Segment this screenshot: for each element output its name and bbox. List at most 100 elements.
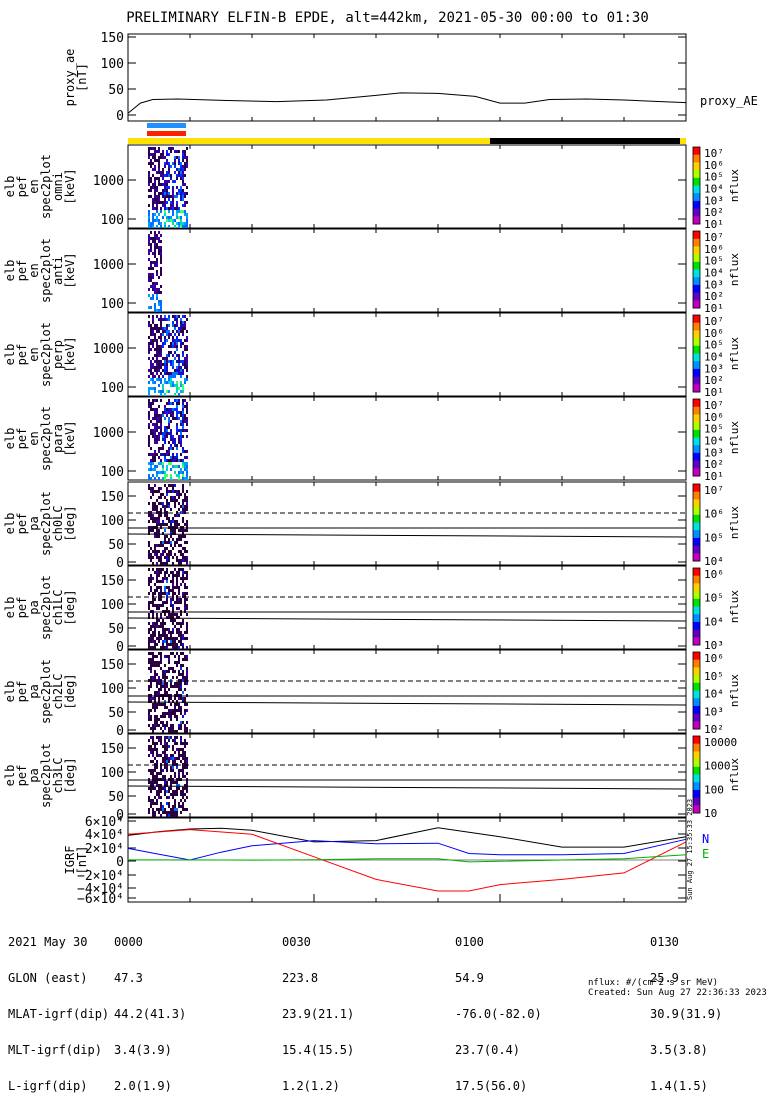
- spectrogram-cell: [158, 700, 160, 703]
- spectrogram-cell: [184, 225, 186, 228]
- spectrogram-cell: [162, 369, 164, 372]
- spectrogram-cell: [182, 321, 184, 324]
- spectrogram-cell: [160, 300, 162, 303]
- spectrogram-cell: [150, 153, 152, 156]
- spectrogram-cell: [172, 363, 174, 366]
- spectrogram-cell: [148, 601, 150, 604]
- y-axis-label: pef: [15, 765, 29, 787]
- spectrogram-cell: [172, 222, 174, 225]
- spectrogram-cell: [160, 252, 162, 255]
- spectrogram-cell: [158, 426, 160, 429]
- spectrogram-cell: [166, 195, 168, 198]
- spectrogram-cell: [186, 405, 188, 408]
- spectrogram-cell: [176, 210, 178, 213]
- spectrogram-cell: [148, 643, 150, 646]
- spectrogram-cell: [152, 156, 154, 159]
- spectrogram-cell: [162, 174, 164, 177]
- spectrogram-cell: [158, 571, 160, 574]
- spectrogram-cell: [158, 604, 160, 607]
- spectrogram-cell: [156, 207, 158, 210]
- spectrogram-cell: [156, 655, 158, 658]
- spectrogram-cell: [186, 357, 188, 360]
- spectrogram-cell: [184, 156, 186, 159]
- spectrogram-cell: [164, 204, 166, 207]
- spectrogram-cell: [176, 664, 178, 667]
- spectrogram-cell: [176, 736, 178, 739]
- spectrogram-cell: [186, 186, 188, 189]
- spectrogram-cell: [176, 222, 178, 225]
- igrf-legend-e: E: [702, 847, 709, 861]
- spectrogram-cell: [176, 793, 178, 796]
- spectrogram-cell: [160, 703, 162, 706]
- spectrogram-cell: [170, 372, 172, 375]
- spectrogram-cell: [166, 586, 168, 589]
- spectrogram-cell: [164, 315, 166, 318]
- spectrogram-cell: [184, 210, 186, 213]
- igrf-legend-n: N: [702, 832, 709, 846]
- spectrogram-cell: [148, 520, 150, 523]
- spectrogram-cell: [162, 153, 164, 156]
- spectrogram-cell: [168, 462, 170, 465]
- spectrogram-cell: [158, 703, 160, 706]
- spectrogram-cell: [158, 432, 160, 435]
- spectrogram-cell: [174, 736, 176, 739]
- spectrogram-cell: [154, 168, 156, 171]
- spectrogram-cell: [160, 544, 162, 547]
- spectrogram-cell: [156, 270, 158, 273]
- spectrogram-cell: [152, 655, 154, 658]
- spectrogram-cell: [164, 165, 166, 168]
- spectrogram-cell: [184, 727, 186, 730]
- spectrogram-cell: [148, 592, 150, 595]
- spectrogram-cell: [158, 697, 160, 700]
- spectrogram-cell: [160, 739, 162, 742]
- spectrogram-cell: [170, 420, 172, 423]
- spectrogram-cell: [178, 607, 180, 610]
- spectrogram-cell: [154, 198, 156, 201]
- y-tick-label: 100: [101, 598, 124, 613]
- spectrogram-cell: [150, 514, 152, 517]
- spectrogram-cell: [166, 174, 168, 177]
- spectrogram-cell: [180, 637, 182, 640]
- spectrogram-cell: [162, 384, 164, 387]
- y-axis-label: elb: [3, 344, 17, 366]
- spectrogram-cell: [164, 213, 166, 216]
- spectrogram-cell: [180, 324, 182, 327]
- colorbar-tick-label: 10¹: [704, 302, 724, 315]
- spectrogram-cell: [184, 535, 186, 538]
- spectrogram-cell: [156, 574, 158, 577]
- spectrogram-cell: [168, 559, 170, 562]
- spectrogram-cell: [166, 511, 168, 514]
- spectrogram-cell: [180, 186, 182, 189]
- spectrogram-cell: [158, 595, 160, 598]
- spectrogram-cell: [148, 258, 150, 261]
- spectrogram-cell: [186, 450, 188, 453]
- spectrogram-cell: [186, 465, 188, 468]
- spectrogram-cell: [180, 360, 182, 363]
- spectrogram-cell: [172, 790, 174, 793]
- spectrogram-cell: [168, 661, 170, 664]
- spectrogram-cell: [160, 502, 162, 505]
- spectrogram-cell: [186, 330, 188, 333]
- anti-loss-cone-line: [127, 785, 687, 790]
- spectrogram-cell: [158, 414, 160, 417]
- colorbar-frame: [692, 483, 701, 562]
- spectrogram-cell: [168, 219, 170, 222]
- spectrogram-cell: [172, 324, 174, 327]
- spectrogram-cell: [168, 574, 170, 577]
- y-tick-label: −6×10⁴: [77, 892, 124, 907]
- spectrogram-cell: [158, 309, 160, 312]
- spectrogram-cell: [186, 192, 188, 195]
- spectrogram-cell: [180, 198, 182, 201]
- spectrogram-cell: [162, 204, 164, 207]
- science-flag-red: [147, 131, 186, 136]
- spectrogram-cell: [162, 532, 164, 535]
- spectrogram-cell: [158, 477, 160, 480]
- spectrogram-cell: [152, 318, 154, 321]
- spectrogram-cell: [162, 177, 164, 180]
- y-axis-label: proxy_ae: [63, 49, 77, 107]
- footer-value: 30.9(31.9): [650, 1007, 723, 1021]
- spectrogram-cell: [180, 168, 182, 171]
- footer-value: 3.5(3.8): [650, 1043, 708, 1057]
- colorbar-swatch: [693, 797, 700, 806]
- spectrogram-cell: [186, 345, 188, 348]
